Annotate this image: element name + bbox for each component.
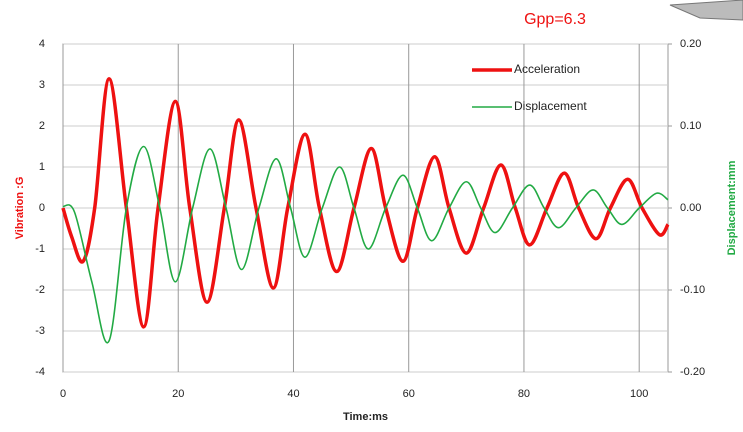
y-tick-label: 0 <box>39 202 45 214</box>
y-tick-label: 2 <box>39 120 45 132</box>
x-tick-label: 60 <box>403 388 415 400</box>
y-tick-label: -4 <box>35 366 45 378</box>
x-tick-label: 100 <box>630 388 648 400</box>
y-tick-label: -1 <box>35 243 45 255</box>
x-tick-label: 40 <box>287 388 299 400</box>
legend-label: Acceleration <box>514 62 580 76</box>
x-axis-title: Time:ms <box>343 411 388 423</box>
y-tick-label: 1 <box>39 161 45 173</box>
y2-tick-label: 0.00 <box>680 202 701 214</box>
y-axis-title: Vibration :G <box>14 177 26 240</box>
legend-label: Displacement <box>514 99 587 113</box>
y-tick-label: -3 <box>35 325 45 337</box>
y-tick-label: 3 <box>39 79 45 91</box>
x-tick-label: 20 <box>172 388 184 400</box>
y2-tick-label: 0.10 <box>680 120 701 132</box>
y2-tick-label: -0.20 <box>680 366 705 378</box>
data-line <box>61 77 670 329</box>
y2-tick-label: -0.10 <box>680 284 705 296</box>
data-line <box>62 145 669 344</box>
y-tick-label: 4 <box>39 38 45 50</box>
y2-axis-title: Displacement:mm <box>726 160 738 255</box>
y2-tick-label: 0.20 <box>680 38 701 50</box>
annotation: Gpp=6.3 <box>524 11 586 28</box>
y-tick-label: -2 <box>35 284 45 296</box>
x-tick-label: 0 <box>60 388 66 400</box>
x-tick-label: 80 <box>518 388 530 400</box>
decoration <box>669 0 743 21</box>
